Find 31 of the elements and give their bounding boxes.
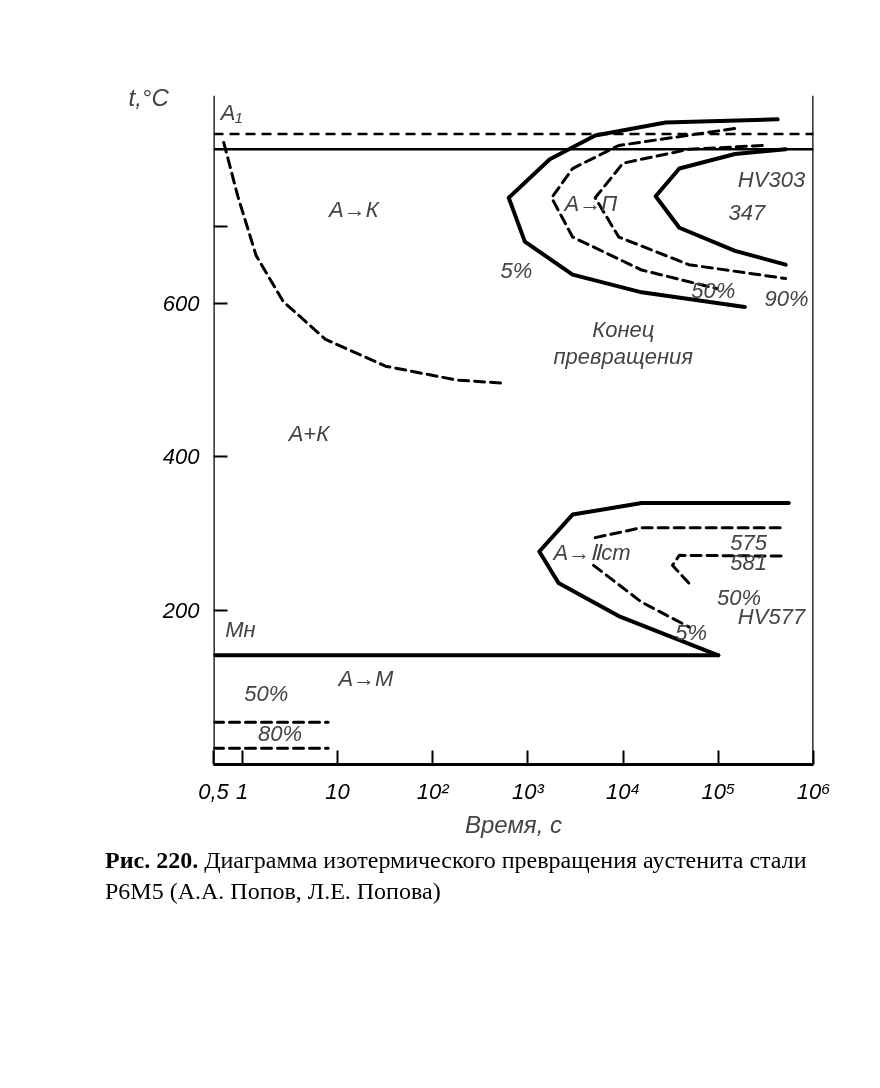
x-tick-label: 0,5 <box>198 778 230 804</box>
annotation: А→М <box>336 666 395 692</box>
annotation: 50% <box>691 278 736 304</box>
x-tick-label: 1 <box>236 778 249 804</box>
annotation: 5% <box>500 258 533 284</box>
annotation: HV577 <box>737 604 806 630</box>
annotation: А+К <box>286 420 331 446</box>
y-axis-title: t,°C <box>128 83 170 111</box>
y-tick-label: 400 <box>162 444 201 470</box>
annotation: А→К <box>327 196 380 222</box>
x-axis-title: Время, с <box>464 810 563 838</box>
annotation: А→Ⅱст <box>551 539 631 565</box>
y-tick-label: 200 <box>161 598 201 624</box>
text: Рис. 220. Диаграмма изотермического превращения аустенита стали Р6М5 (А.А. Попов, Л.Е. Попова) <box>105 846 808 907</box>
annotation: 80% <box>258 721 303 747</box>
annotation: Конец превращения <box>553 316 694 370</box>
x-tick-label: 10 <box>325 778 351 804</box>
x-tick-label: 10⁴ <box>606 778 641 804</box>
annotation: 5% <box>675 619 707 645</box>
annotation: A₁ <box>218 99 243 125</box>
annotation: HV303 <box>737 166 806 192</box>
annotation: Мн <box>225 616 256 642</box>
x-tick-label: 10³ <box>511 778 545 804</box>
annotation: А→П <box>562 190 618 216</box>
y-tick-label: 600 <box>162 290 201 316</box>
annotation: 347 <box>728 200 767 226</box>
annotation: 50% <box>244 681 289 707</box>
x-tick-label: 10⁶ <box>796 778 831 804</box>
x-tick-label: 10⁵ <box>701 778 736 804</box>
annotation: 90% <box>764 285 809 311</box>
x-tick-label: 10² <box>416 778 450 804</box>
